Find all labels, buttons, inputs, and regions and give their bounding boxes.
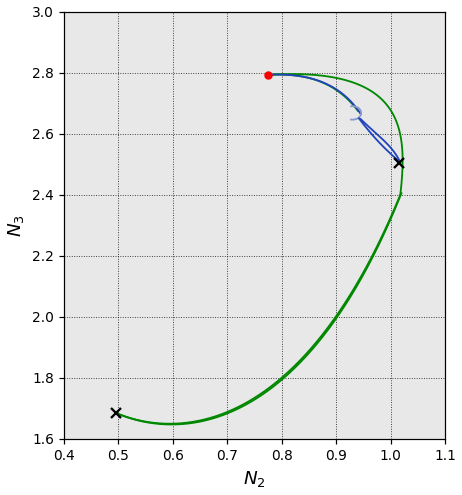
Y-axis label: $N_3$: $N_3$ <box>6 214 26 237</box>
X-axis label: $N_2$: $N_2$ <box>243 469 266 489</box>
